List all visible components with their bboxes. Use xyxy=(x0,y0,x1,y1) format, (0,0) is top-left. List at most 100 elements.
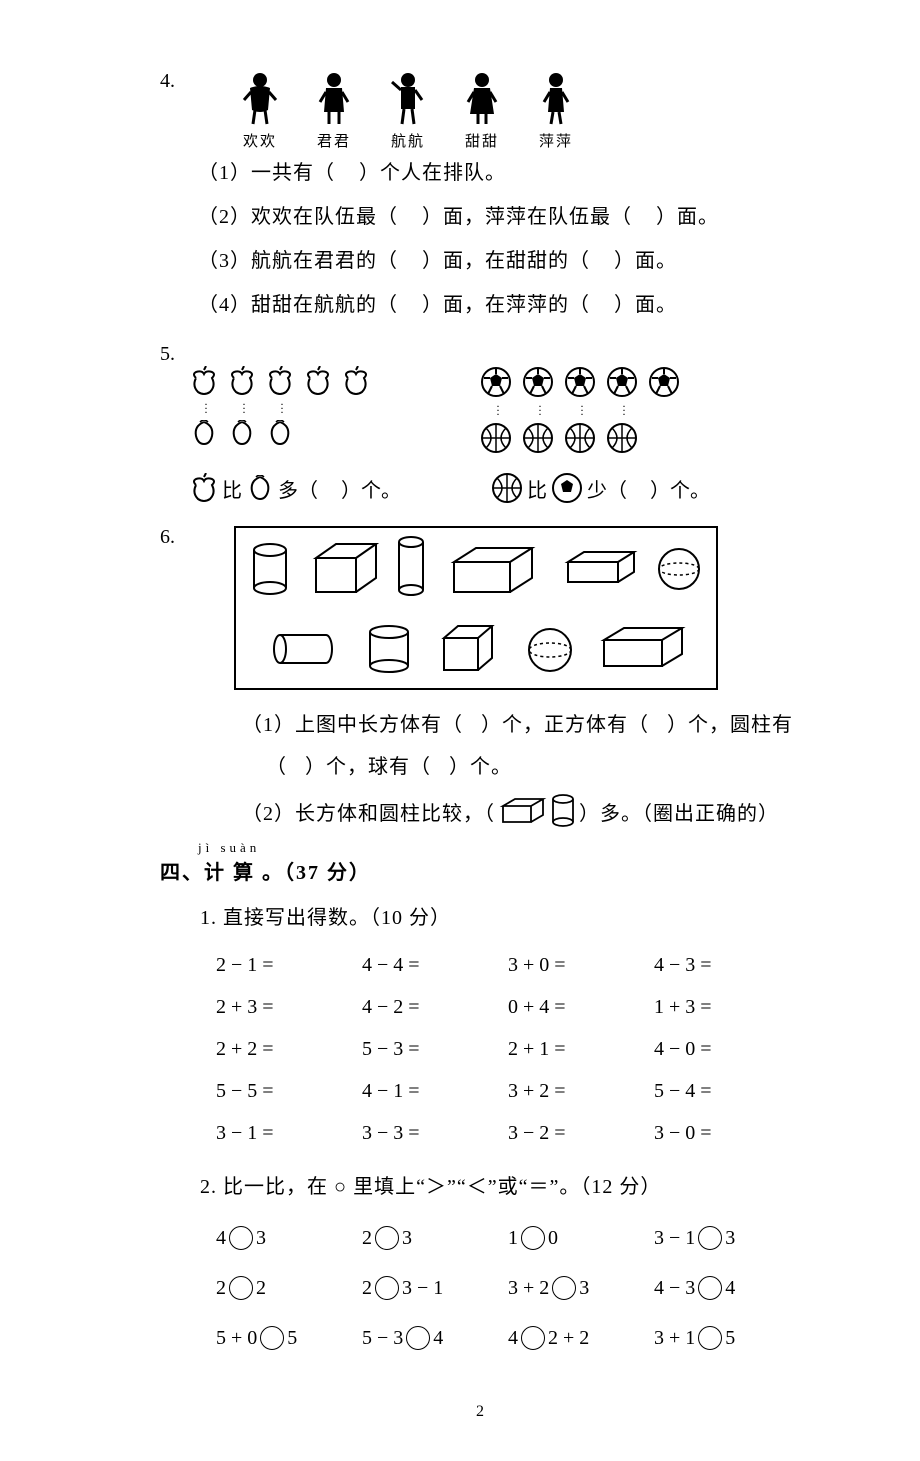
compare-cell: 10 xyxy=(508,1213,654,1263)
q4-line3: （3）航航在君君的（ ）面，在甜甜的（ ）面。 xyxy=(198,239,800,283)
q5-number: 5. xyxy=(160,343,200,366)
compare-cell: 5 − 34 xyxy=(362,1313,508,1363)
compare-grid: 4323103 − 132223 − 13 + 234 − 345 + 055 … xyxy=(216,1213,800,1363)
q4-line2: （2）欢欢在队伍最（ ）面，萍萍在队伍最（ ）面。 xyxy=(198,195,800,239)
calc-grid: 2 − 1 =4 − 4 =3 + 0 =4 − 3 =2 + 3 =4 − 2… xyxy=(216,944,800,1154)
child-figure-icon xyxy=(388,70,428,126)
calc-cell: 2 − 1 = xyxy=(216,944,362,986)
children-row: 欢欢 君君 xyxy=(234,70,582,151)
child-name: 萍萍 xyxy=(539,130,573,151)
apple-icon xyxy=(190,473,218,503)
child-figure-icon xyxy=(240,70,280,126)
child-name: 甜甜 xyxy=(465,130,499,151)
sphere-icon xyxy=(526,626,574,674)
peach-row xyxy=(190,420,440,446)
circle-blank xyxy=(375,1276,399,1300)
calc-cell: 4 − 3 = xyxy=(654,944,800,986)
cuboid-icon xyxy=(562,548,642,588)
q4-number: 4. xyxy=(160,70,200,93)
circle-blank xyxy=(406,1326,430,1350)
circle-blank xyxy=(521,1226,545,1250)
circle-blank xyxy=(521,1326,545,1350)
compare-cell: 23 xyxy=(362,1213,508,1263)
compare-row: 4323103 − 13 xyxy=(216,1213,800,1263)
section-4-title: jì suàn 四、计 算 。（37 分） xyxy=(160,856,800,885)
calc-cell: 4 − 2 = xyxy=(362,986,508,1028)
circle-blank xyxy=(698,1226,722,1250)
sub1-title: 1. 直接写出得数。（10 分） xyxy=(200,901,800,930)
calc-cell: 2 + 1 = xyxy=(508,1028,654,1070)
question-5: 5. ········· xyxy=(160,343,800,504)
child-tiantian: 甜甜 xyxy=(456,70,508,151)
compare-cell: 23 − 1 xyxy=(362,1263,508,1313)
calc-cell: 5 − 5 = xyxy=(216,1070,362,1112)
cuboid-icon xyxy=(446,542,542,600)
peach-icon xyxy=(266,420,294,446)
calc-cell: 2 + 3 = xyxy=(216,986,362,1028)
calc-row: 2 − 1 =4 − 4 =3 + 0 =4 − 3 = xyxy=(216,944,800,986)
calc-cell: 4 − 4 = xyxy=(362,944,508,986)
q5-compare-1: 比 多（ ）个。 xyxy=(190,472,401,504)
child-huanhuan: 欢欢 xyxy=(234,70,286,151)
child-figure-icon xyxy=(462,70,502,126)
soccer-icon xyxy=(480,366,512,398)
calc-cell: 4 − 0 = xyxy=(654,1028,800,1070)
calc-row: 3 − 1 =3 − 3 =3 − 2 =3 − 0 = xyxy=(216,1112,800,1154)
basketball-icon xyxy=(491,472,523,504)
child-figure-icon xyxy=(536,70,576,126)
soccer-icon xyxy=(522,366,554,398)
calc-cell: 4 − 1 = xyxy=(362,1070,508,1112)
cylinder-icon xyxy=(396,536,426,598)
cylinder-icon xyxy=(272,632,336,666)
basketball-icon xyxy=(480,422,512,454)
soccer-icon xyxy=(564,366,596,398)
circle-blank xyxy=(229,1276,253,1300)
compare-cell: 3 + 15 xyxy=(654,1313,800,1363)
calc-cell: 1 + 3 = xyxy=(654,986,800,1028)
calc-cell: 3 − 1 = xyxy=(216,1112,362,1154)
apple-icon xyxy=(266,366,294,396)
cuboid-icon xyxy=(499,796,547,826)
child-name: 航航 xyxy=(391,130,425,151)
soccer-icon xyxy=(551,472,583,504)
basketball-icon xyxy=(564,422,596,454)
q5-compare-2: 比 少（ ）个。 xyxy=(491,472,710,504)
compare-cell: 5 + 05 xyxy=(216,1313,362,1363)
child-pingping: 萍萍 xyxy=(530,70,582,151)
cylinder-icon xyxy=(551,794,575,828)
circle-blank xyxy=(552,1276,576,1300)
child-junjun: 君君 xyxy=(308,70,360,151)
calc-cell: 3 + 0 = xyxy=(508,944,654,986)
basketball-icon xyxy=(522,422,554,454)
peach-icon xyxy=(228,420,256,446)
cylinder-icon xyxy=(250,542,290,598)
sub2-title: 2. 比一比，在 ○ 里填上“＞”“＜”或“＝”。（12 分） xyxy=(200,1170,800,1199)
compare-cell: 43 xyxy=(216,1213,362,1263)
compare-cell: 3 + 23 xyxy=(508,1263,654,1313)
circle-blank xyxy=(375,1226,399,1250)
compare-cell: 22 xyxy=(216,1263,362,1313)
question-4: 4. 欢欢 xyxy=(160,70,800,327)
basketball-icon xyxy=(606,422,638,454)
apple-row xyxy=(190,366,440,396)
apple-icon xyxy=(190,366,218,396)
circle-blank xyxy=(698,1276,722,1300)
q6-line1: （1）上图中长方体有（ ）个，正方体有（ ）个，圆柱有 （ ）个，球有（ ）个。 xyxy=(242,704,793,788)
calc-row: 5 − 5 =4 − 1 =3 + 2 =5 − 4 = xyxy=(216,1070,800,1112)
child-name: 欢欢 xyxy=(243,130,277,151)
soccer-row xyxy=(480,366,680,398)
basketball-row xyxy=(480,422,680,454)
q6-number: 6. xyxy=(160,526,200,549)
compare-row: 2223 − 13 + 234 − 34 xyxy=(216,1263,800,1313)
calc-row: 2 + 3 =4 − 2 =0 + 4 =1 + 3 = xyxy=(216,986,800,1028)
calc-cell: 5 − 3 = xyxy=(362,1028,508,1070)
calc-cell: 3 − 0 = xyxy=(654,1112,800,1154)
compare-row: 5 + 055 − 3442 + 23 + 15 xyxy=(216,1313,800,1363)
pinyin: jì suàn xyxy=(198,840,260,856)
cuboid-icon xyxy=(306,538,384,598)
compare-cell: 42 + 2 xyxy=(508,1313,654,1363)
apple-icon xyxy=(228,366,256,396)
soccer-icon xyxy=(648,366,680,398)
calc-cell: 3 − 3 = xyxy=(362,1112,508,1154)
cylinder-icon xyxy=(366,624,412,676)
